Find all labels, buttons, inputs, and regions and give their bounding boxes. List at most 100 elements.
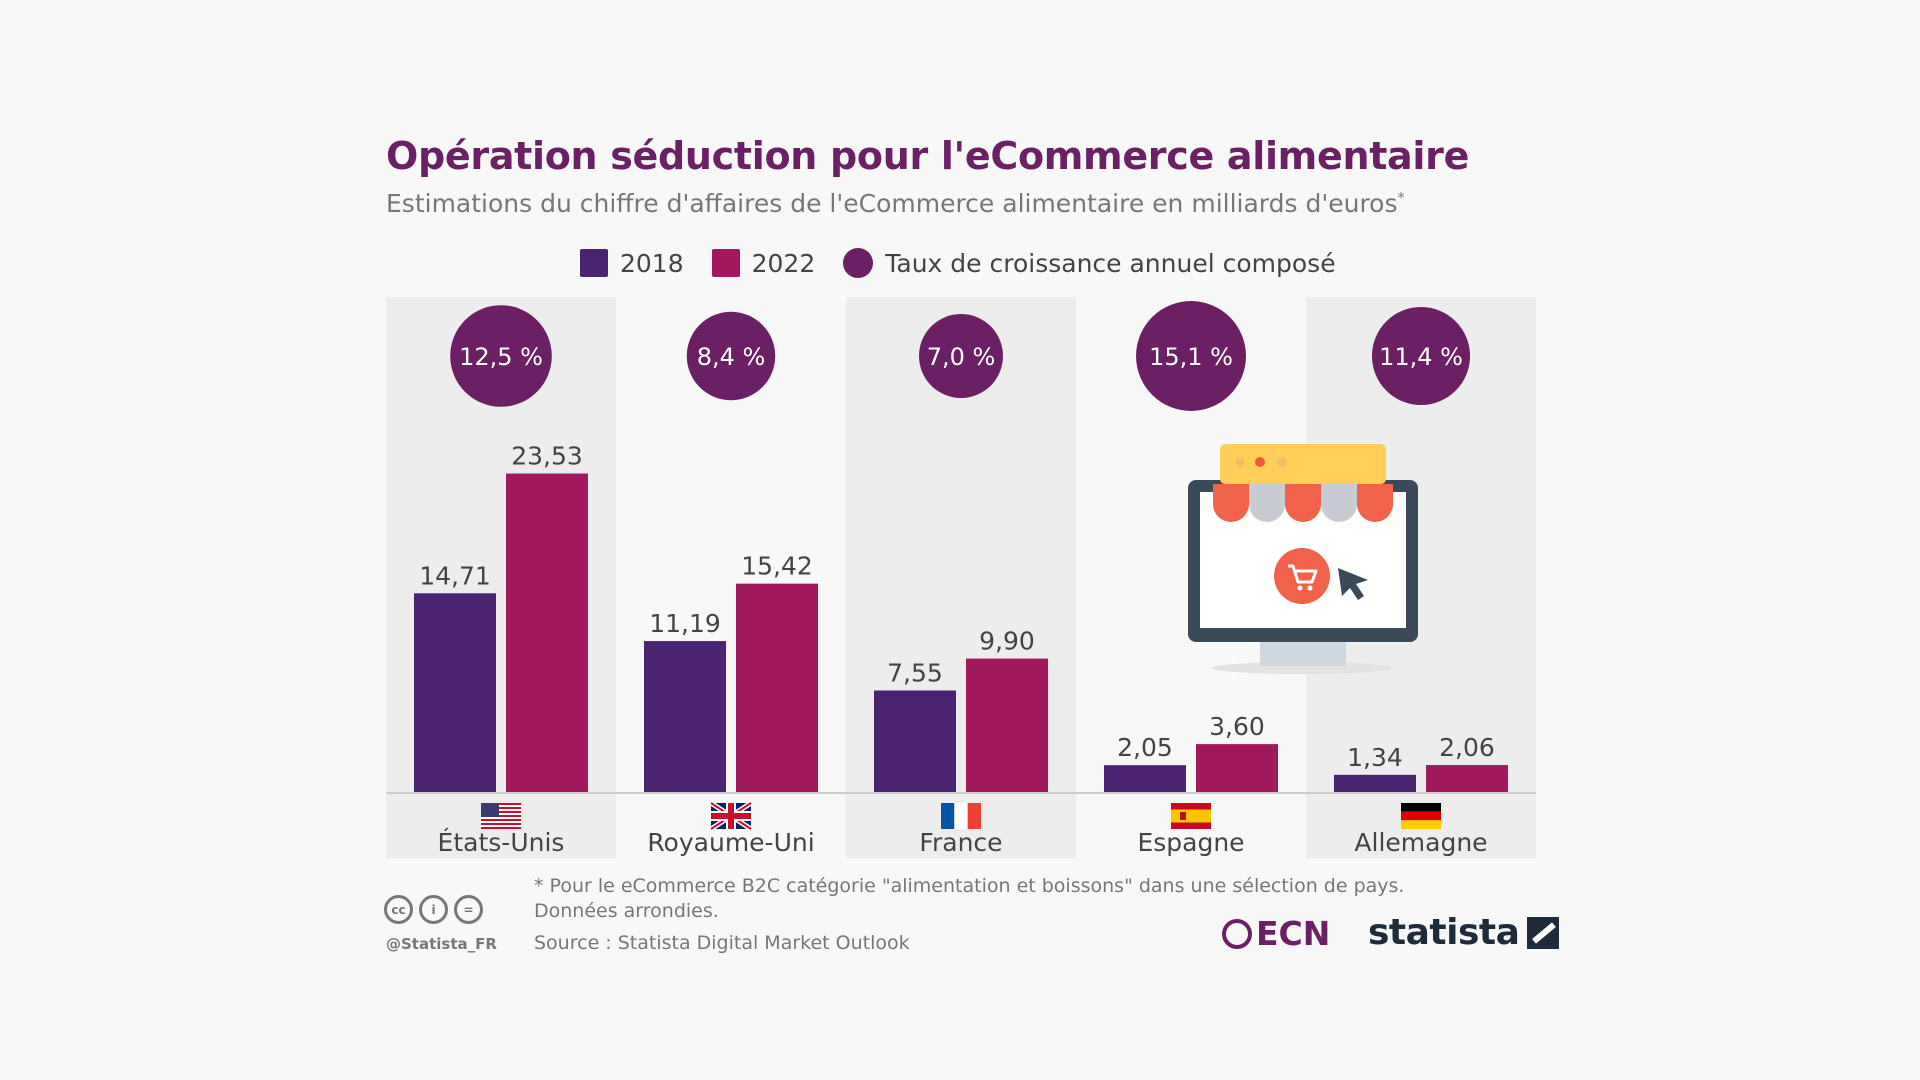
growth-label-etats-unis: 12,5 % [459, 343, 543, 371]
legend-swatch-2022 [711, 249, 740, 277]
data-label-2022-etats-unis: 23,53 [511, 442, 583, 471]
legend-dot-growth [843, 248, 874, 278]
cart-icon [1288, 564, 1318, 584]
ecn-logo: ECN [1222, 914, 1330, 953]
spain-flag-yellow [1171, 809, 1211, 823]
legend-item-2022: 2022 [711, 248, 816, 278]
legend-item-2018: 2018 [580, 249, 684, 278]
bar-2022-allemagne [1426, 765, 1508, 793]
no-derivatives-icon: = [454, 895, 483, 924]
statista-logo-text: statista [1368, 912, 1520, 953]
germany-flag-icon [1401, 803, 1441, 829]
legend-label-growth: Taux de croissance annuel composé [885, 248, 1336, 278]
spain-flag-icon [1171, 803, 1211, 829]
us-flag-stripe [481, 805, 521, 807]
data-label-2018-etats-unis: 14,71 [419, 561, 491, 590]
legend: 2018 2022 Taux de croissance annuel comp… [580, 248, 1364, 278]
ecn-mark-icon [1222, 918, 1252, 949]
shop-sign [1220, 444, 1386, 484]
cart-badge [1274, 548, 1330, 604]
us-flag-canton [481, 803, 499, 817]
us-flag-stripe [481, 821, 521, 823]
uk-flag-icon [709, 800, 753, 832]
us-flag-stripe [481, 813, 521, 815]
data-label-2018-france: 7,55 [887, 658, 943, 687]
us-flag-stripe [481, 811, 521, 813]
license-icons: cc i = [384, 895, 489, 924]
us-flag-stripe [481, 823, 521, 825]
us-flag-stripe [481, 825, 521, 827]
cursor-icon [1338, 568, 1368, 600]
source-note: Source : Statista Digital Market Outlook [534, 932, 910, 954]
bar-2018-espagne [1104, 765, 1186, 793]
bar-2022-france [966, 658, 1048, 793]
cart-wheel [1307, 585, 1313, 591]
bar-2022-etats-unis [506, 473, 588, 793]
us-flag-stripe [481, 819, 521, 821]
legend-label-2018: 2018 [620, 248, 684, 278]
us-flag-icon [481, 803, 521, 829]
awning-scallop [1357, 486, 1393, 522]
france-flag-red [967, 803, 981, 829]
germany-flag-red [1401, 811, 1441, 821]
category-label-espagne: Espagne [1137, 828, 1244, 857]
us-flag-stripe [481, 803, 521, 805]
us-flag-stripe [481, 807, 521, 809]
awning-scallop [1213, 486, 1249, 522]
twitter-handle: @Statista_FR [386, 935, 497, 953]
growth-label-france: 7,0 % [927, 343, 996, 371]
attribution-icon: i [419, 895, 448, 924]
footnote-line-1: * Pour le eCommerce B2C catégorie "alime… [534, 875, 1405, 897]
france-flag-icon [941, 803, 981, 829]
growth-label-allemagne: 11,4 % [1379, 343, 1463, 371]
growth-label-royaume-uni: 8,4 % [697, 343, 766, 371]
chart-title: Opération séduction pour l'eCommerce ali… [386, 134, 1470, 178]
legend-item-growth: Taux de croissance annuel composé [843, 248, 1336, 278]
awning-scallop [1249, 486, 1285, 522]
footnote: * Pour le eCommerce B2C catégorie "alime… [534, 874, 1404, 924]
legend-label-2022: 2022 [751, 248, 816, 278]
france-flag-blue [941, 803, 955, 829]
chart-subtitle: Estimations du chiffre d'affaires de l'e… [386, 189, 1405, 218]
bar-2018-royaume-uni [644, 641, 726, 793]
category-label-france: France [919, 828, 1002, 857]
subtitle-footnote-mark: * [1397, 190, 1405, 207]
growth-bubble-royaume-uni [686, 311, 776, 401]
online-shop-screen-icon [1188, 444, 1418, 674]
shop-shadow [1212, 662, 1392, 674]
growth-bubble-allemagne [1371, 306, 1471, 406]
uk-flag-cross-red [711, 813, 751, 819]
data-label-2018-espagne: 2,05 [1117, 733, 1173, 762]
growth-bubble-espagne [1136, 301, 1246, 411]
france-flag-white [954, 803, 968, 829]
data-label-2022-royaume-uni: 15,42 [741, 552, 813, 581]
us-flag-stripe [481, 815, 521, 817]
germany-flag-gold [1401, 820, 1441, 829]
data-label-2022-france: 9,90 [979, 627, 1035, 656]
germany-flag-black [1401, 803, 1441, 812]
growth-bubble-france [919, 314, 1003, 398]
awning-scallop [1285, 486, 1321, 522]
growth-label-espagne: 15,1 % [1149, 343, 1233, 371]
data-label-2018-allemagne: 1,34 [1347, 743, 1403, 772]
bar-2018-etats-unis [414, 593, 496, 793]
shop-sign-dot [1277, 457, 1287, 467]
us-flag-stripe [481, 827, 521, 829]
bar-2022-espagne [1196, 744, 1278, 793]
data-label-2022-espagne: 3,60 [1209, 712, 1265, 741]
us-flag-stripe [481, 809, 521, 811]
shop-sign-dot [1255, 457, 1265, 467]
growth-bubble-etats-unis [450, 305, 552, 407]
statista-mark-icon [1527, 916, 1560, 949]
category-label-etats-unis: États-Unis [438, 828, 565, 857]
statista-logo: statista [1368, 912, 1560, 953]
subtitle-text: Estimations du chiffre d'affaires de l'e… [386, 189, 1398, 218]
bar-2022-royaume-uni [736, 583, 818, 793]
data-label-2018-royaume-uni: 11,19 [649, 609, 721, 638]
category-label-royaume-uni: Royaume-Uni [647, 828, 814, 857]
spain-flag-emblem [1180, 812, 1186, 820]
data-label-2022-allemagne: 2,06 [1439, 733, 1495, 762]
bar-2018-france [874, 690, 956, 793]
us-flag-stripe [481, 817, 521, 819]
